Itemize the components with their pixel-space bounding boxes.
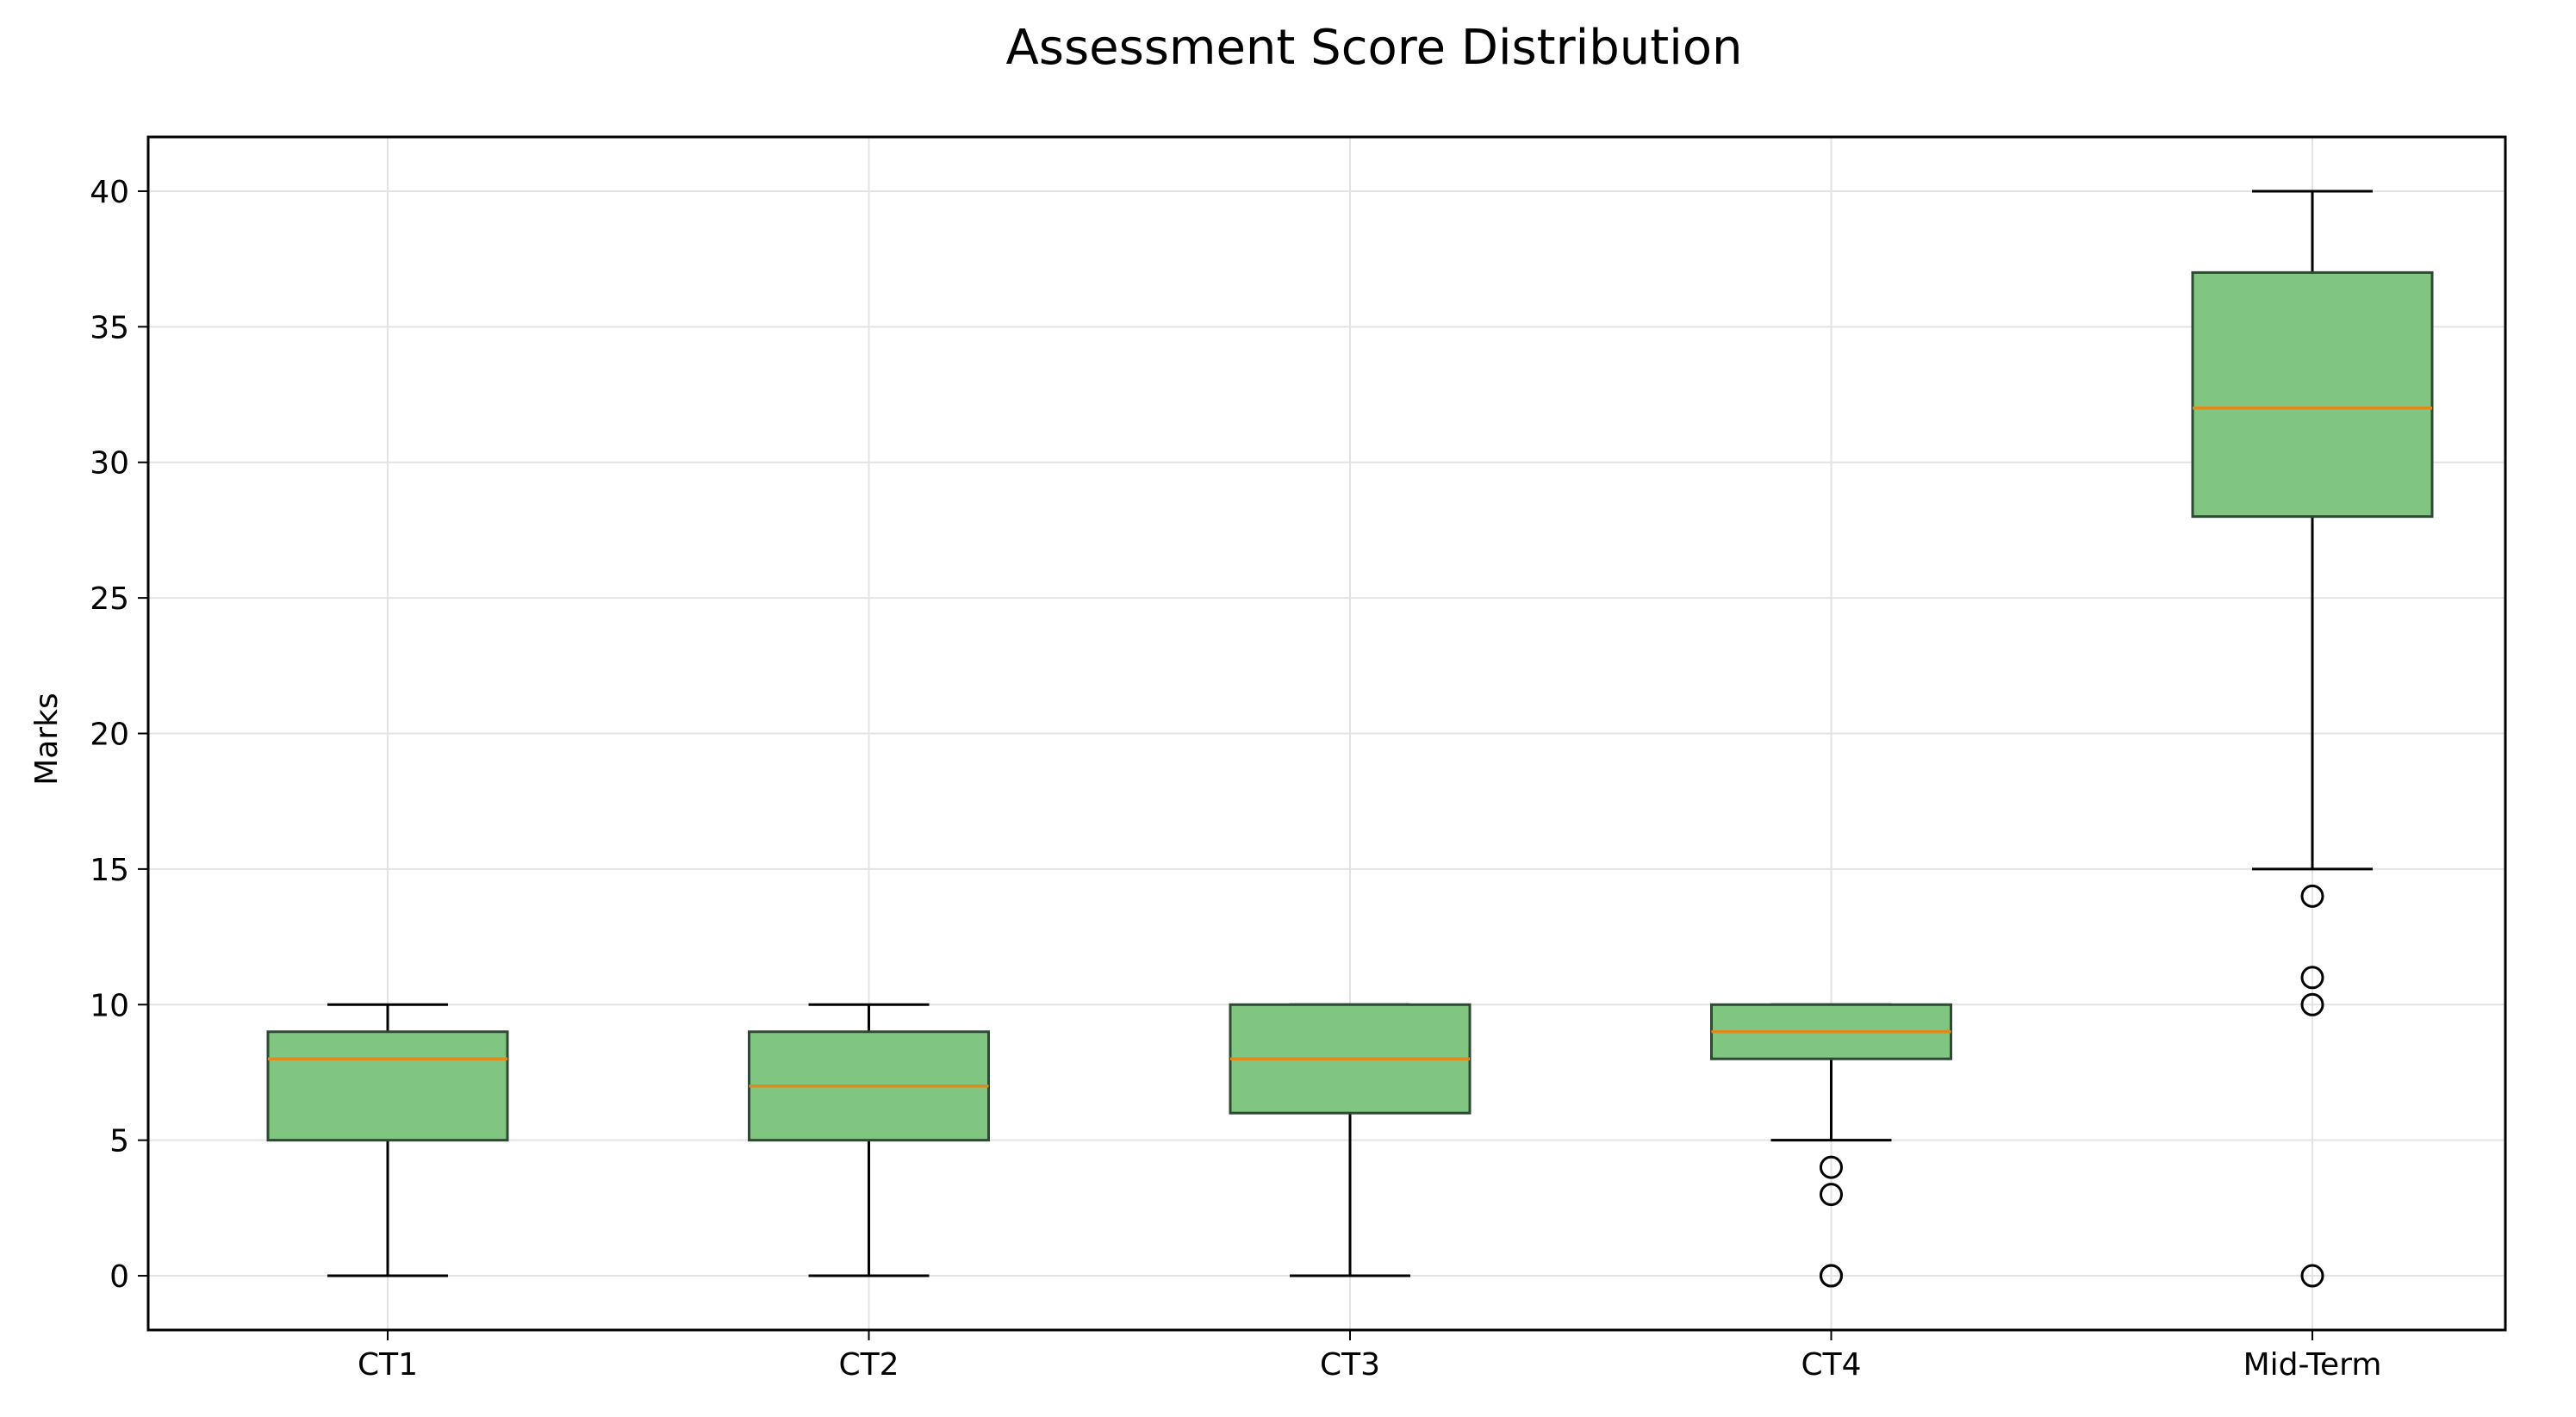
outlier-point [1820, 1183, 1843, 1207]
y-tick-label: 30 [90, 446, 129, 482]
outlier-point [2300, 966, 2324, 990]
x-tick-label: CT4 [1801, 1347, 1861, 1383]
y-tick-label: 15 [90, 853, 129, 888]
plot-area-frame [146, 135, 2507, 1332]
x-tick-label: CT2 [838, 1347, 899, 1383]
iqr-box [266, 1030, 509, 1142]
box-group [748, 1003, 990, 1277]
y-tick-label: 25 [90, 581, 129, 617]
y-axis-label: Marks [29, 693, 65, 786]
y-tick-label: 10 [90, 988, 129, 1023]
y-tick-label: 20 [90, 718, 129, 753]
box-group [2191, 190, 2434, 1288]
x-tick-label: CT3 [1320, 1347, 1380, 1383]
chart-title: Assessment Score Distribution [1005, 20, 1742, 76]
grid-lines [148, 137, 2505, 1330]
outlier-point [2300, 884, 2324, 908]
outlier-point [2300, 992, 2324, 1016]
outlier-point [1820, 1264, 1843, 1288]
y-tick-label: 40 [90, 175, 129, 210]
box-group [1229, 1003, 1472, 1277]
outlier-point [1820, 1155, 1843, 1179]
box-series [266, 190, 2434, 1288]
y-tick-label: 0 [109, 1259, 129, 1295]
box-group [266, 1003, 509, 1277]
iqr-box [2191, 270, 2434, 519]
y-tick-label: 5 [109, 1124, 129, 1159]
x-tick-label: Mid-Term [2243, 1347, 2382, 1383]
box-group [1710, 1003, 1952, 1288]
axis-ticks: 0 5 10 15 20 25 30 35 40 CT1 CT2 CT3 CT4 Mid-Term [90, 175, 2381, 1383]
y-tick-label: 35 [90, 310, 129, 345]
outlier-point [2300, 1264, 2324, 1288]
x-tick-label: CT1 [358, 1347, 418, 1383]
